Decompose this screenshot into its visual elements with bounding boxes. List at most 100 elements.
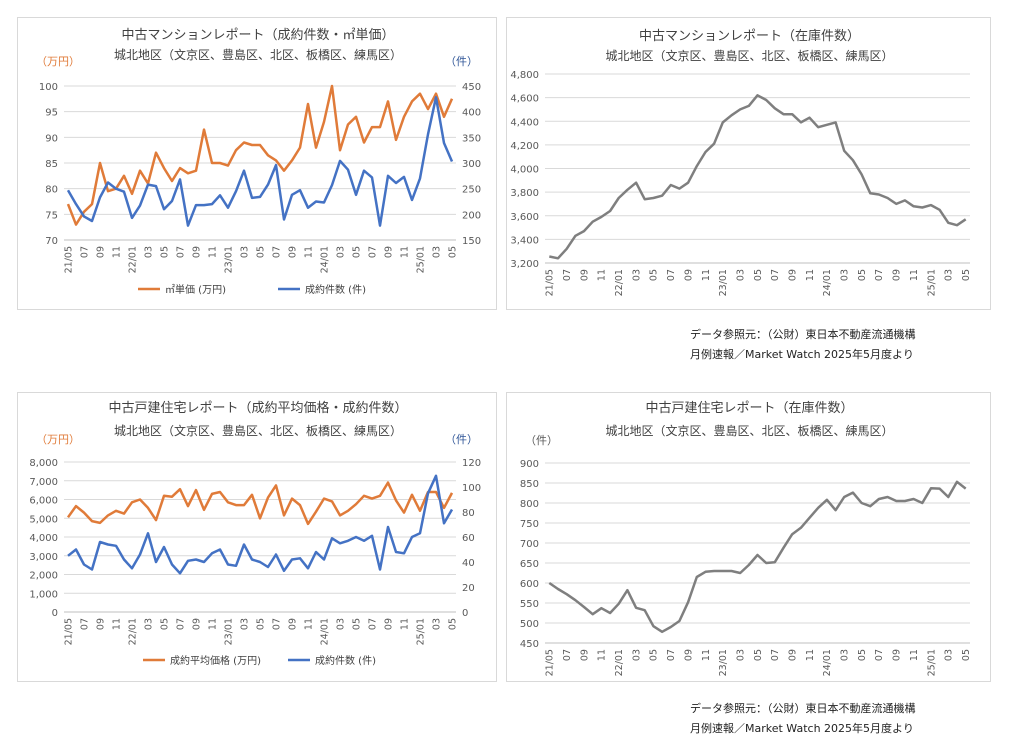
x-tick-label: 11 [909, 269, 920, 281]
chart-title: 中古マンションレポート（成約件数・㎡単価） [121, 27, 394, 43]
y-unit-label: （件） [525, 434, 558, 447]
x-tick-label: 21/05 [545, 269, 556, 296]
y-tick-label: 850 [520, 479, 539, 490]
x-tick-label: 03 [431, 246, 442, 258]
x-tick-label: 11 [805, 269, 816, 281]
series-line-1 [67, 474, 454, 575]
x-tick-label: 07 [367, 618, 378, 630]
x-tick-label: 03 [335, 246, 346, 258]
x-tick-label: 09 [383, 618, 394, 630]
y-tick-label: 600 [520, 579, 539, 590]
y-right-tick-label: 450 [462, 82, 481, 93]
y-tick-label: 80 [45, 185, 58, 196]
y-tick-label: 3,200 [510, 259, 539, 270]
y-tick-label: 4,400 [510, 117, 539, 128]
y-tick-label: 70 [45, 236, 58, 247]
x-tick-label: 05 [255, 618, 266, 630]
x-tick-label: 11 [303, 246, 314, 258]
y-right-tick-label: 80 [462, 508, 475, 519]
x-tick-label: 03 [335, 618, 346, 630]
x-tick-label: 03 [735, 269, 746, 281]
legend-entry: ㎡単価 (万円) [165, 283, 226, 296]
x-tick-label: 07 [666, 269, 677, 281]
x-tick-label: 03 [840, 269, 851, 281]
y-tick-label: 1,000 [29, 589, 58, 600]
x-tick-label: 07 [770, 269, 781, 281]
y-right-tick-label: 400 [462, 108, 481, 119]
legend-entry: 成約件数 (件) [315, 654, 376, 667]
x-tick-label: 11 [111, 246, 122, 258]
chart-mansion-stock-svg: 中古マンションレポート（在庫件数） 城北地区（文京区、豊島区、北区、板橋区、練馬区… [510, 29, 972, 296]
chart-title: 中古マンションレポート（在庫件数） [639, 29, 860, 44]
legend-entry: 成約平均価格 (万円) [170, 654, 261, 667]
x-tick-label: 11 [399, 618, 410, 630]
x-tick-label: 11 [303, 618, 314, 630]
x-tick-label: 09 [683, 269, 694, 281]
x-tick-label: 11 [597, 649, 608, 661]
x-tick-label: 05 [255, 246, 266, 258]
x-tick-label: 09 [892, 269, 903, 281]
chart-subtitle: 城北地区（文京区、豊島区、北区、板橋区、練馬区） [605, 48, 893, 63]
x-tick-label: 05 [351, 246, 362, 258]
x-tick-label: 03 [631, 269, 642, 281]
x-tick-label: 05 [351, 618, 362, 630]
y-tick-label: 4,000 [510, 165, 539, 176]
x-tick-label: 09 [383, 246, 394, 258]
y-right-tick-label: 120 [462, 458, 481, 469]
y-right-tick-label: 20 [462, 583, 475, 594]
x-tick-label: 05 [159, 246, 170, 258]
y-tick-label: 3,000 [29, 552, 58, 563]
chart-panel-house-price: 中古戸建住宅レポート（成約平均価格・成約件数） 城北地区（文京区、豊島区、北区、板… [17, 392, 497, 682]
x-tick-label: 09 [788, 649, 799, 661]
x-tick-label: 03 [735, 649, 746, 661]
y-right-tick-label: 0 [462, 608, 468, 619]
x-tick-label: 23/01 [718, 649, 729, 676]
x-tick-label: 03 [431, 618, 442, 630]
chart-house-stock-svg: 中古戸建住宅レポート（在庫件数） 城北地区（文京区、豊島区、北区、板橋区、練馬区）… [520, 401, 972, 676]
x-tick-label: 09 [579, 649, 590, 661]
x-tick-label: 07 [874, 649, 885, 661]
y-tick-label: 4,800 [510, 70, 539, 81]
x-tick-label: 03 [143, 246, 154, 258]
chart-mansion-price-svg: 中古マンションレポート（成約件数・㎡単価） 城北地区（文京区、豊島区、北区、板橋区… [36, 27, 481, 296]
source-note-bottom: データ参照元：（公財）東日本不動産流通機構 月例速報／Market Watch … [690, 699, 916, 739]
x-tick-label: 25/01 [926, 269, 937, 296]
x-tick-label: 05 [753, 269, 764, 281]
x-tick-label: 09 [95, 246, 106, 258]
x-tick-label: 11 [701, 649, 712, 661]
x-tick-label: 09 [95, 618, 106, 630]
y-tick-label: 3,800 [510, 188, 539, 199]
x-tick-label: 05 [857, 269, 868, 281]
x-tick-label: 09 [191, 618, 202, 630]
x-tick-label: 11 [207, 618, 218, 630]
source-line-1: データ参照元：（公財）東日本不動産流通機構 [690, 328, 916, 341]
x-tick-label: 09 [892, 649, 903, 661]
x-tick-label: 07 [666, 649, 677, 661]
y-tick-label: 4,600 [510, 94, 539, 105]
y-tick-label: 3,600 [510, 212, 539, 223]
x-tick-label: 21/05 [545, 649, 556, 676]
y-left-unit-label: （万円） [36, 55, 80, 68]
x-tick-label: 24/01 [822, 269, 833, 296]
x-tick-label: 07 [175, 618, 186, 630]
x-tick-label: 03 [944, 269, 955, 281]
source-line-2: 月例速報／Market Watch 2025年5月度より [690, 348, 914, 361]
y-tick-label: 800 [520, 499, 539, 510]
x-tick-label: 05 [961, 269, 972, 281]
x-tick-label: 07 [79, 246, 90, 258]
x-tick-label: 25/01 [415, 246, 426, 273]
x-tick-label: 05 [753, 649, 764, 661]
x-tick-label: 09 [683, 649, 694, 661]
series-line-0 [66, 481, 454, 526]
x-tick-label: 22/01 [614, 269, 625, 296]
y-tick-label: 100 [39, 82, 58, 93]
y-right-tick-label: 300 [462, 159, 481, 170]
x-tick-label: 07 [770, 649, 781, 661]
y-tick-label: 700 [520, 539, 539, 550]
x-tick-label: 07 [562, 269, 573, 281]
x-tick-label: 07 [271, 618, 282, 630]
chart-panel-mansion-stock: 中古マンションレポート（在庫件数） 城北地区（文京区、豊島区、北区、板橋区、練馬区… [506, 17, 991, 310]
series-line-1 [66, 96, 454, 227]
x-tick-label: 11 [909, 649, 920, 661]
x-tick-label: 21/05 [63, 618, 74, 645]
